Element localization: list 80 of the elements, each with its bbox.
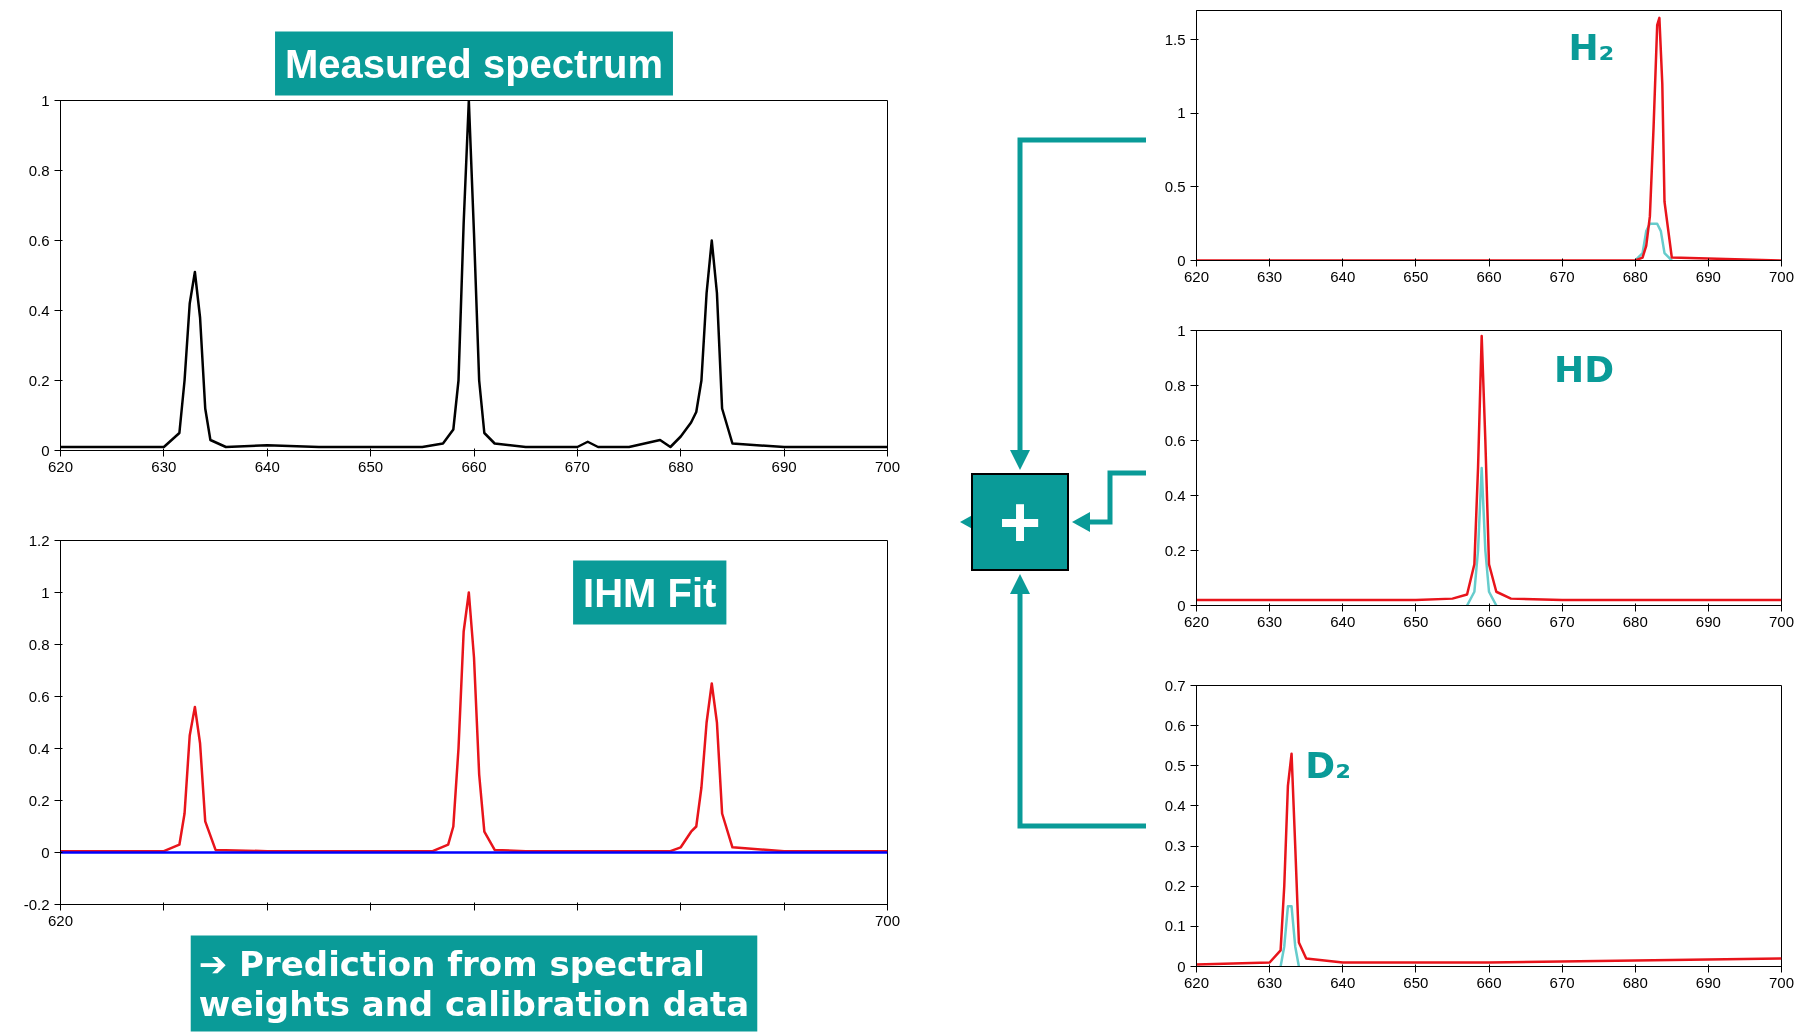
y-tick-label: 0 xyxy=(1177,596,1186,614)
x-tick-label: 670 xyxy=(1549,973,1575,991)
x-tick-label: 700 xyxy=(1768,973,1795,991)
x-tick-label: 660 xyxy=(461,457,487,475)
y-tick-label: 1 xyxy=(1177,104,1186,122)
x-tick-label: 650 xyxy=(1403,612,1429,630)
text: IHM Fit xyxy=(583,570,717,615)
y-tick-label: 0.6 xyxy=(1164,716,1186,734)
x-tick-label: 620 xyxy=(1183,973,1210,991)
y-tick-label: 0.8 xyxy=(28,635,50,653)
x-tick-label: 680 xyxy=(1622,267,1648,285)
x-tick-label: 690 xyxy=(771,457,797,475)
x-tick-label: 690 xyxy=(1695,612,1721,630)
y-tick-label: 0.3 xyxy=(1164,837,1186,855)
x-tick-label: 620 xyxy=(47,457,74,475)
text: H₂ xyxy=(1568,26,1615,68)
y-tick-label: 0.8 xyxy=(1164,376,1186,394)
x-tick-label: 700 xyxy=(874,911,901,929)
y-tick-label: 0.4 xyxy=(1164,486,1186,504)
text: + xyxy=(998,482,1042,562)
line-series xyxy=(1196,334,1782,602)
x-tick-label: 640 xyxy=(1330,973,1356,991)
x-tick-label: 620 xyxy=(1183,612,1210,630)
y-tick-label: 0.6 xyxy=(28,687,50,705)
x-tick-label: 680 xyxy=(668,457,694,475)
x-tick-label: 700 xyxy=(1768,267,1795,285)
y-tick-label: 0 xyxy=(1177,957,1186,975)
y-tick-label: 0.6 xyxy=(28,231,50,249)
y-tick-label: 0.8 xyxy=(28,161,50,179)
x-tick-label: 630 xyxy=(1257,267,1283,285)
y-tick-label: 0 xyxy=(41,843,50,861)
x-tick-label: 620 xyxy=(47,911,74,929)
y-tick-label: 1.5 xyxy=(1164,30,1186,48)
x-tick-label: 640 xyxy=(254,457,280,475)
y-tick-label: 1.2 xyxy=(28,531,50,549)
y-tick-label: 0.7 xyxy=(1164,676,1186,694)
y-tick-label: 0.2 xyxy=(1164,877,1186,895)
x-tick-label: 620 xyxy=(1183,267,1210,285)
x-tick-label: 670 xyxy=(564,457,590,475)
x-tick-label: 640 xyxy=(1330,612,1356,630)
text: D₂ xyxy=(1305,745,1351,787)
line-series xyxy=(1634,222,1674,261)
y-tick-label: 0.6 xyxy=(1164,431,1186,449)
x-tick-label: 700 xyxy=(874,457,901,475)
x-tick-label: 700 xyxy=(1768,612,1795,630)
y-tick-label: 1 xyxy=(41,91,50,109)
x-tick-label: 640 xyxy=(1330,267,1356,285)
y-tick-label: -0.2 xyxy=(23,895,50,913)
x-tick-label: 690 xyxy=(1695,973,1721,991)
y-tick-label: 0 xyxy=(41,441,50,459)
y-tick-label: 1 xyxy=(1177,321,1186,339)
x-tick-label: 660 xyxy=(1476,267,1502,285)
x-tick-label: 670 xyxy=(1549,267,1575,285)
y-tick-label: 0.5 xyxy=(1164,756,1186,774)
x-tick-label: 630 xyxy=(1257,612,1283,630)
x-tick-label: 660 xyxy=(1476,612,1502,630)
x-tick-label: 690 xyxy=(1695,267,1721,285)
y-tick-label: 0.5 xyxy=(1164,177,1186,195)
y-tick-label: 0 xyxy=(1177,251,1186,269)
y-tick-label: 0.4 xyxy=(1164,796,1186,814)
text: HD xyxy=(1554,348,1615,390)
y-tick-label: 0.2 xyxy=(28,371,50,389)
text: ➔ Prediction from spectral weights and calibration data xyxy=(198,943,750,1024)
x-tick-label: 650 xyxy=(358,457,384,475)
x-tick-label: 630 xyxy=(1257,973,1283,991)
x-tick-label: 650 xyxy=(1403,973,1429,991)
x-tick-label: 650 xyxy=(1403,267,1429,285)
y-tick-label: 0.2 xyxy=(28,791,50,809)
line-series xyxy=(1465,466,1498,606)
y-tick-label: 1 xyxy=(41,583,50,601)
x-tick-label: 630 xyxy=(151,457,177,475)
y-tick-label: 0.4 xyxy=(28,301,50,319)
x-tick-label: 660 xyxy=(1476,973,1502,991)
x-tick-label: 680 xyxy=(1622,612,1648,630)
y-tick-label: 0.1 xyxy=(1164,917,1186,935)
y-tick-label: 0.4 xyxy=(28,739,50,757)
x-tick-label: 680 xyxy=(1622,973,1648,991)
x-tick-label: 670 xyxy=(1549,612,1575,630)
chart-title: Measured spectrum xyxy=(285,41,663,86)
y-tick-label: 0.2 xyxy=(1164,541,1186,559)
